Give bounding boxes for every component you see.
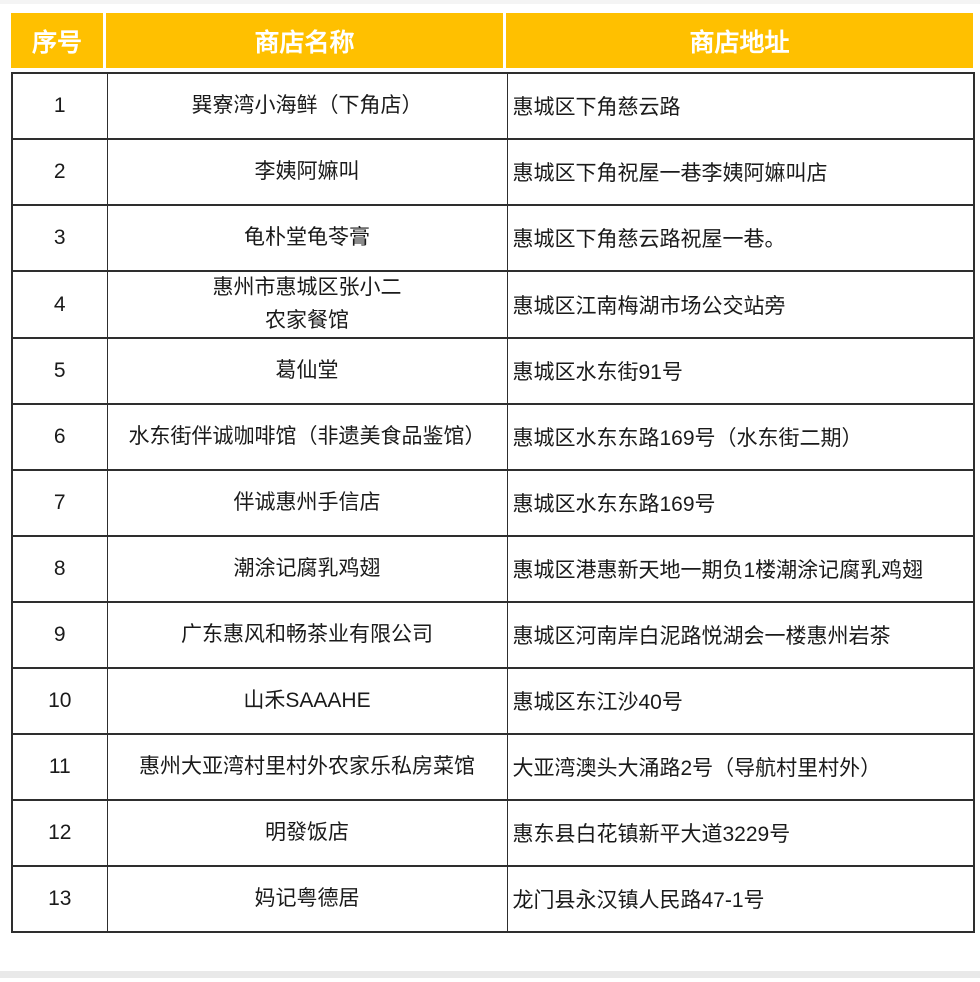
shop-address: 惠城区下角慈云路: [506, 72, 975, 140]
shop-name: 妈记粤德居: [106, 865, 508, 934]
row-index: 7: [11, 469, 108, 538]
row-index: 10: [11, 667, 108, 736]
shop-address: 惠城区水东东路169号（水东街二期）: [506, 403, 975, 472]
row-index: 5: [11, 337, 108, 406]
row-index: 11: [11, 733, 108, 802]
row-index: 12: [11, 799, 108, 868]
table-row: 2 李姨阿嫲叫 惠城区下角祝屋一巷李姨阿嫲叫店: [11, 138, 975, 206]
table-header-row: 序号 商店名称 商店地址: [11, 13, 973, 68]
table-row: 10 山禾SAAAHE 惠城区东江沙40号: [11, 667, 975, 736]
shop-address: 惠城区水东东路169号: [506, 469, 975, 538]
shop-name: 巽寮湾小海鲜（下角店）: [106, 72, 508, 140]
shop-table-body: 1 巽寮湾小海鲜（下角店） 惠城区下角慈云路 2 李姨阿嫲叫 惠城区下角祝屋一巷…: [11, 72, 975, 934]
table-row: 9 广东惠风和畅茶业有限公司 惠城区河南岸白泥路悦湖会一楼惠州岩茶: [11, 601, 975, 670]
column-header-address: 商店地址: [506, 13, 973, 68]
table-row: 11 惠州大亚湾村里村外农家乐私房菜馆 大亚湾澳头大涌路2号（导航村里村外）: [11, 733, 975, 802]
table-row: 8 潮涂记腐乳鸡翅 惠城区港惠新天地一期负1楼潮涂记腐乳鸡翅: [11, 535, 975, 604]
shop-name: 明發饭店: [106, 799, 508, 868]
shop-address: 惠城区江南梅湖市场公交站旁: [506, 269, 975, 340]
table-row: 1 巽寮湾小海鲜（下角店） 惠城区下角慈云路: [11, 72, 975, 140]
shop-name: 葛仙堂: [106, 337, 508, 406]
shop-name: 惠州大亚湾村里村外农家乐私房菜馆: [106, 733, 508, 802]
shop-name: 李姨阿嫲叫: [106, 138, 508, 206]
shop-name: 龟朴堂龟苓膏: [106, 204, 508, 272]
shop-name: 广东惠风和畅茶业有限公司: [106, 601, 508, 670]
table-row: 7 伴诚惠州手信店 惠城区水东东路169号: [11, 469, 975, 538]
table-row: 5 葛仙堂 惠城区水东街91号: [11, 337, 975, 406]
row-index: 4: [11, 269, 108, 340]
shop-name: 水东街伴诚咖啡馆（非遗美食品鉴馆）: [106, 403, 508, 472]
shop-address: 龙门县永汉镇人民路47-1号: [506, 865, 975, 934]
table-row: 12 明發饭店 惠东县白花镇新平大道3229号: [11, 799, 975, 868]
row-index: 1: [11, 72, 108, 140]
shop-address: 惠城区下角慈云路祝屋一巷。: [506, 204, 975, 272]
header-body-gap: [11, 68, 973, 72]
table-row: 3 龟朴堂龟苓膏 惠城区下角慈云路祝屋一巷。: [11, 204, 975, 272]
shop-name: 山禾SAAAHE: [106, 667, 508, 736]
shop-address: 惠城区港惠新天地一期负1楼潮涂记腐乳鸡翅: [506, 535, 975, 604]
shop-address: 惠城区东江沙40号: [506, 667, 975, 736]
table-row: 6 水东街伴诚咖啡馆（非遗美食品鉴馆） 惠城区水东东路169号（水东街二期）: [11, 403, 975, 472]
row-index: 6: [11, 403, 108, 472]
shop-address: 惠城区河南岸白泥路悦湖会一楼惠州岩茶: [506, 601, 975, 670]
shop-name: 潮涂记腐乳鸡翅: [106, 535, 508, 604]
shop-table: 序号 商店名称 商店地址 1 巽寮湾小海鲜（下角店） 惠城区下角慈云路 2 李姨…: [11, 13, 975, 934]
row-index: 9: [11, 601, 108, 670]
shop-name: 惠州市惠城区张小二 农家餐馆: [106, 269, 508, 340]
shop-name: 伴诚惠州手信店: [106, 469, 508, 538]
column-header-index: 序号: [11, 13, 106, 68]
row-index: 3: [11, 204, 108, 272]
table-row: 13 妈记粤德居 龙门县永汉镇人民路47-1号: [11, 865, 975, 934]
row-index: 13: [11, 865, 108, 934]
bottom-gray-strip: [0, 971, 980, 978]
row-index: 8: [11, 535, 108, 604]
top-gray-strip: [0, 0, 980, 4]
column-header-name: 商店名称: [106, 13, 506, 68]
table-row: 4 惠州市惠城区张小二 农家餐馆 惠城区江南梅湖市场公交站旁: [11, 269, 975, 340]
shop-address: 惠东县白花镇新平大道3229号: [506, 799, 975, 868]
row-index: 2: [11, 138, 108, 206]
shop-address: 大亚湾澳头大涌路2号（导航村里村外）: [506, 733, 975, 802]
shop-address: 惠城区水东街91号: [506, 337, 975, 406]
shop-address: 惠城区下角祝屋一巷李姨阿嫲叫店: [506, 138, 975, 206]
